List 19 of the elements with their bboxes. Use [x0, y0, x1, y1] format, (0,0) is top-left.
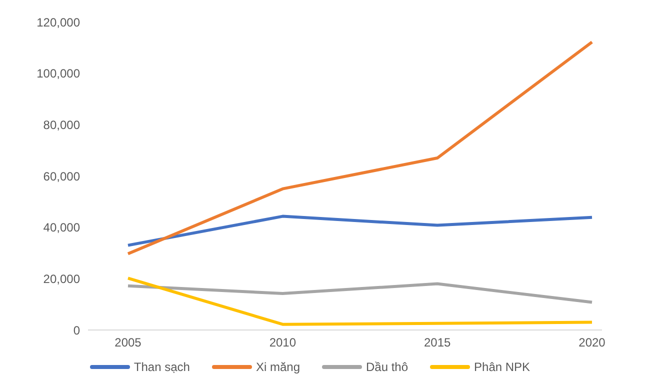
line-series — [126, 282, 594, 304]
line-series — [126, 214, 594, 247]
x-tick-label: 2015 — [424, 336, 452, 350]
y-tick-label: 60,000 — [43, 169, 80, 184]
x-tick-label: 2005 — [114, 336, 142, 350]
y-tick-label: 20,000 — [43, 272, 80, 286]
y-tick-label: 120,000 — [36, 15, 80, 30]
line-series — [126, 40, 594, 256]
legend-label: Xi măng — [256, 360, 300, 374]
line-series — [126, 276, 594, 326]
y-tick-label: 40,000 — [43, 220, 80, 235]
x-tick-label: 2010 — [269, 336, 296, 350]
legend-label: Than sạch — [134, 360, 190, 374]
y-tick-label: 100,000 — [36, 66, 80, 81]
y-tick-label: 0 — [73, 323, 80, 338]
legend-label: Dầu thô — [366, 360, 408, 374]
x-tick-label: 2020 — [578, 336, 606, 350]
legend-label: Phân NPK — [474, 360, 530, 374]
y-tick-label: 80,000 — [43, 118, 80, 132]
